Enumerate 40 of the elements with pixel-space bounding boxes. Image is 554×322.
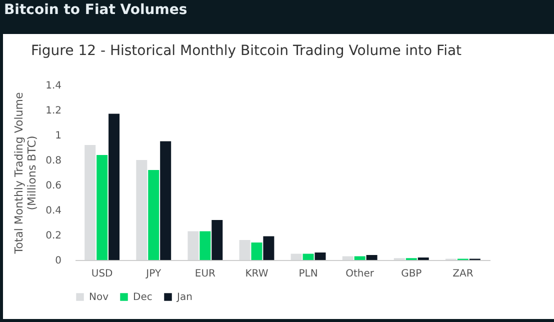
y-tick-label: 1 [55,130,62,142]
bar [108,114,120,260]
chart-title: Bitcoin to Fiat Volumes [3,1,188,20]
y-tick-label: 1.2 [46,106,62,116]
bar [314,252,326,260]
y-axis-title: Total Monthly Trading Volume (Millions BTC) [12,92,39,255]
bar [251,242,262,260]
y-tick-label: 0.8 [46,156,62,166]
y-tick-label: 1.4 [46,80,62,92]
x-tick-label: EUR [194,268,216,280]
y-tick-label: 0.2 [46,230,62,242]
bar [290,254,302,260]
bar [212,220,223,260]
legend-label: Nov [89,292,109,303]
bar [302,254,314,260]
y-tick-label: 0.6 [46,180,62,192]
bar [200,231,211,260]
bar [263,236,274,260]
bar [188,231,199,260]
y-tick-label: 0.4 [46,206,62,216]
x-tick-label: JPY [145,268,162,280]
x-tick-label: KRW [245,268,268,280]
x-tick-label: Other [346,268,375,280]
x-tick-label: PLN [298,268,318,280]
bar [84,145,96,260]
bar [136,160,148,260]
bar [354,256,366,260]
bar [366,255,378,260]
bar [96,155,108,260]
x-tick-label: ZAR [452,268,474,280]
bar [342,256,354,260]
bar [160,141,172,260]
legend-label: Dec [133,292,152,303]
legend-label: Jan [176,292,192,303]
bar [148,170,160,260]
bar [239,240,250,260]
x-tick-label: USD [91,268,114,280]
chart-subtitle: Figure 12 - Historical Monthly Bitcoin Trading Volume into Fiat [31,43,462,59]
y-tick-label: 0 [55,256,62,266]
x-tick-label: GBP [401,268,422,280]
